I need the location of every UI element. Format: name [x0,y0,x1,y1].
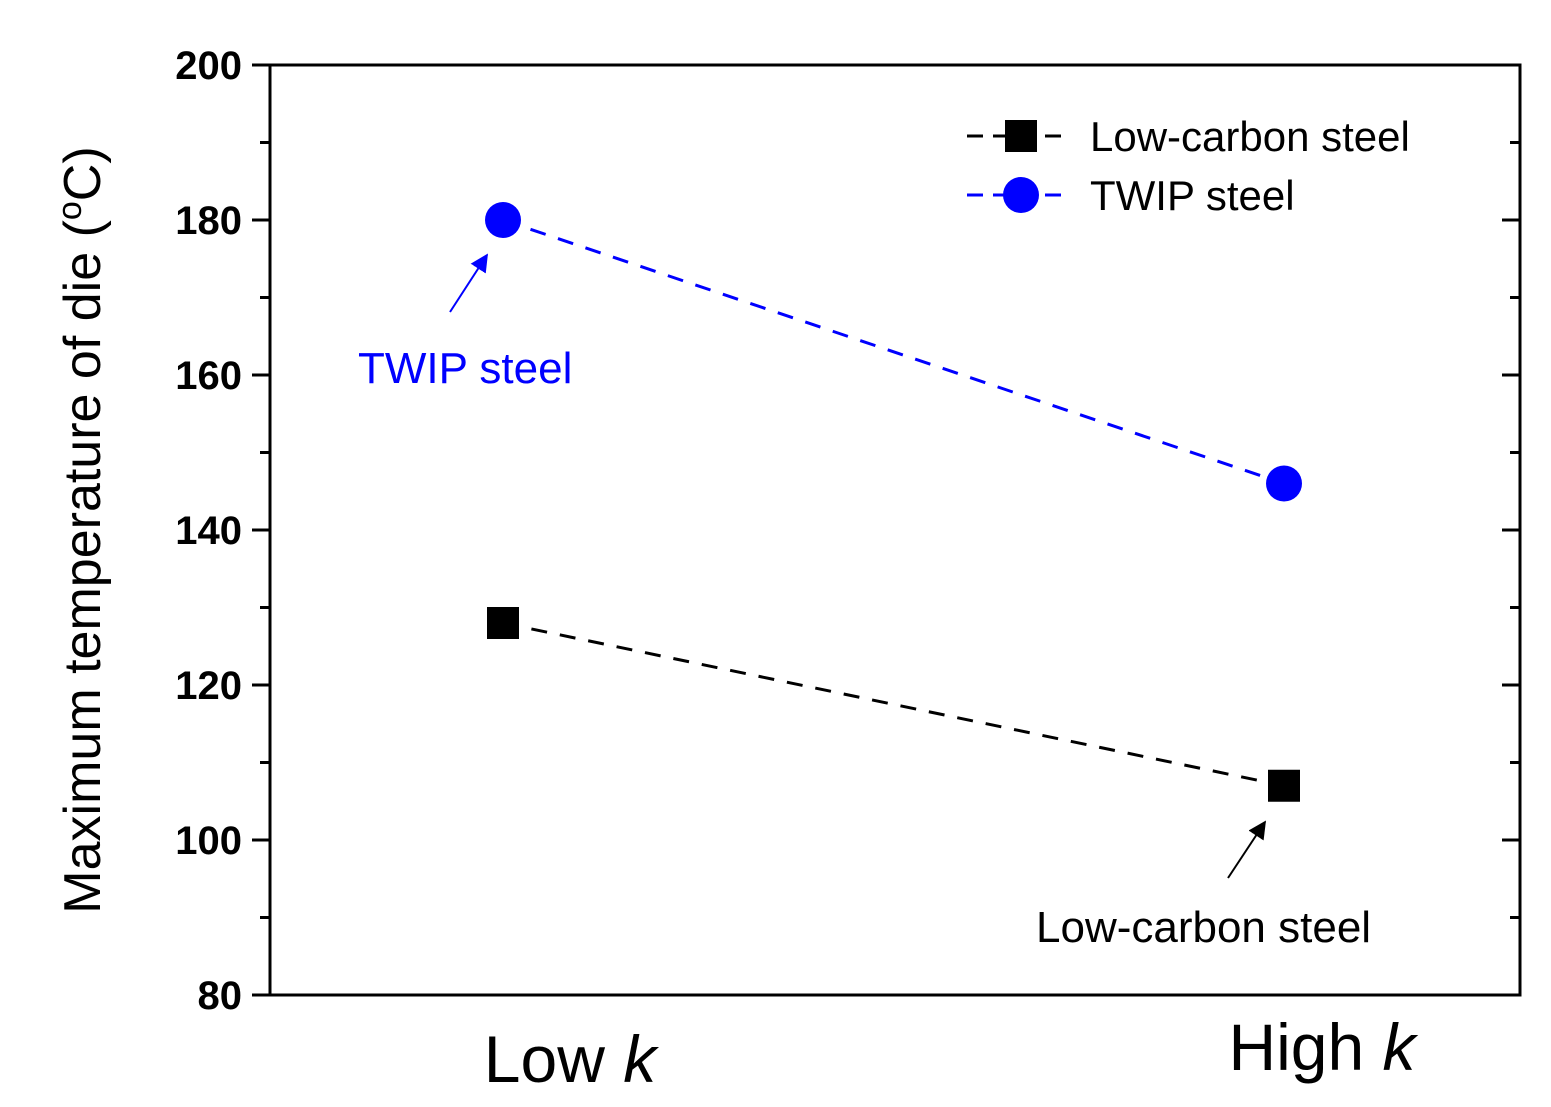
data-point-twip-steel-1 [1266,465,1302,502]
annotation-arrow-twip-steel [449,253,488,313]
data-point-low-carbon-steel-0 [487,607,519,639]
y-tick-label: 80 [198,974,243,1018]
series-layer [485,202,1302,802]
annotation-label-twip-steel: TWIP steel [358,344,572,393]
y-tick-label: 160 [175,354,242,398]
y-tick-label: 120 [175,664,242,708]
x-category-label-high-k: High k [1228,1010,1418,1084]
x-category-label-low-k: Low k [484,1022,659,1096]
legend-label-twip-steel: TWIP steel [1090,172,1295,219]
plot-frame [268,63,1522,997]
legend: Low-carbon steel TWIP steel [967,113,1410,219]
y-tick-label: 140 [175,509,242,553]
data-point-twip-steel-0 [485,202,521,238]
y-tick-label: 200 [175,44,242,88]
annotation-arrow-low-carbon-steel [1227,820,1266,879]
annotation-label-low-carbon-steel: Low-carbon steel [1036,903,1371,952]
series-line-twip-steel [502,218,1285,485]
legend-label-low-carbon-steel: Low-carbon steel [1090,113,1410,160]
series-line-low-carbon-steel [502,621,1285,788]
legend-marker-low-carbon-steel [1005,120,1037,152]
y-tick-label: 100 [175,819,242,863]
y-axis-title: Maximum temperature of die (oC) [51,146,112,913]
y-axis-ticks: 80 100 120 140 160 180 200 [175,44,1520,1018]
y-tick-label: 180 [175,199,242,243]
legend-marker-twip-steel [1003,177,1039,213]
data-point-low-carbon-steel-1 [1268,769,1300,802]
